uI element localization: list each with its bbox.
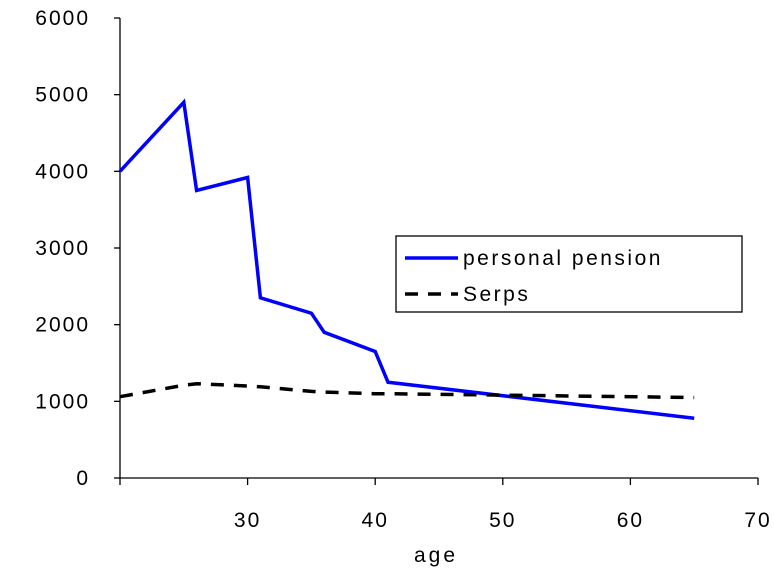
x-tick-label: 70: [744, 509, 771, 532]
y-tick-label: 6000: [35, 7, 90, 30]
y-tick-label: 1000: [35, 390, 90, 413]
legend: personal pension Serps: [395, 235, 743, 313]
y-tick-label: 4000: [35, 160, 90, 183]
legend-box: [395, 235, 743, 313]
x-tick-label: 60: [617, 509, 644, 532]
y-tick-label: 3000: [35, 237, 90, 260]
y-tick-label: 5000: [35, 84, 90, 107]
y-tick-label: 0: [76, 467, 90, 490]
x-tick-label: 40: [362, 509, 389, 532]
y-tick-label: 2000: [35, 314, 90, 337]
legend-label: Serps: [463, 283, 530, 306]
series-line-1: [119, 381, 695, 400]
legend-label: personal pension: [463, 247, 663, 270]
x-axis-title: age: [414, 544, 458, 567]
x-tick-label: 50: [489, 509, 516, 532]
axes: 0 1000 2000 3000 4000 5000 6000 30 40 50 60 70: [35, 7, 771, 532]
series-line-0: [118, 98, 695, 420]
series-layer: [118, 98, 695, 420]
x-tick-label: 30: [234, 509, 261, 532]
